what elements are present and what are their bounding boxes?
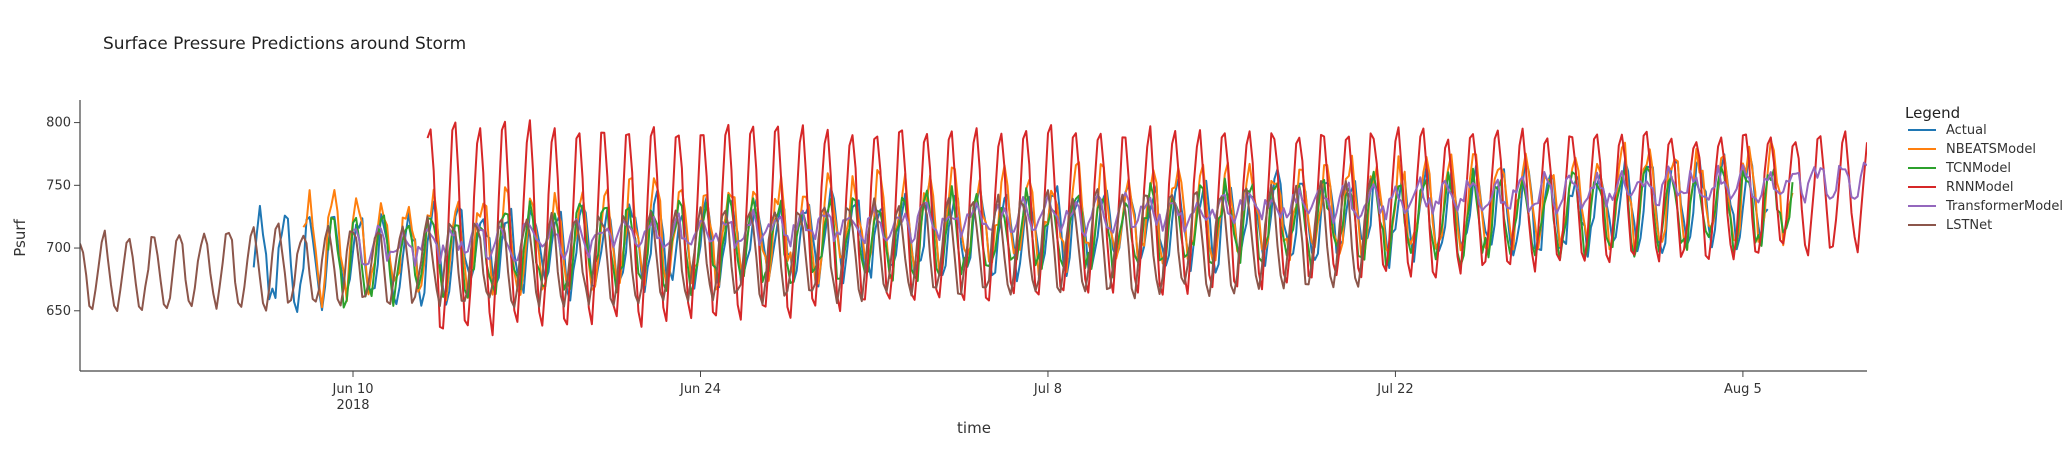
- legend-title: Legend: [1905, 104, 1960, 122]
- x-tick-sublabel: 2018: [336, 398, 369, 413]
- legend-label: TransformerModel: [1945, 199, 2063, 214]
- legend-item[interactable]: Actual: [1908, 123, 1987, 138]
- y-tick-label: 700: [46, 241, 71, 256]
- series-line-lstnet: [80, 178, 1372, 312]
- legend-item[interactable]: RNNModel: [1908, 180, 2014, 195]
- legend-label: NBEATSModel: [1946, 142, 2036, 157]
- series-line-tcnmodel: [327, 166, 1794, 309]
- y-axis-title: Psurf: [11, 219, 29, 257]
- x-tick-label: Jun 24: [679, 382, 721, 397]
- y-tick-label: 800: [46, 116, 71, 131]
- y-ticks: 650 700 750 800: [46, 116, 80, 319]
- x-tick-label: Jul 22: [1376, 382, 1413, 397]
- series-layer: [80, 119, 1867, 337]
- legend: Legend Actual NBEATSModel TCNModel RNNModel…: [1905, 104, 2063, 233]
- legend-item[interactable]: TransformerModel: [1908, 199, 2063, 214]
- y-tick-label: 650: [46, 304, 71, 319]
- legend-label: LSTNet: [1946, 218, 1992, 233]
- x-tick-label: Jun 10: [332, 382, 374, 397]
- x-axis-title: time: [957, 419, 991, 437]
- y-tick-label: 750: [46, 178, 71, 193]
- legend-item[interactable]: NBEATSModel: [1908, 142, 2036, 157]
- legend-label: Actual: [1946, 123, 1987, 138]
- legend-label: RNNModel: [1946, 180, 2014, 195]
- x-tick-label: Aug 5: [1724, 382, 1762, 397]
- legend-item[interactable]: TCNModel: [1908, 161, 2011, 176]
- legend-item[interactable]: LSTNet: [1908, 218, 1992, 233]
- legend-label: TCNModel: [1945, 161, 2011, 176]
- x-tick-label: Jul 8: [1033, 382, 1062, 397]
- chart-title: Surface Pressure Predictions around Stor…: [103, 34, 466, 54]
